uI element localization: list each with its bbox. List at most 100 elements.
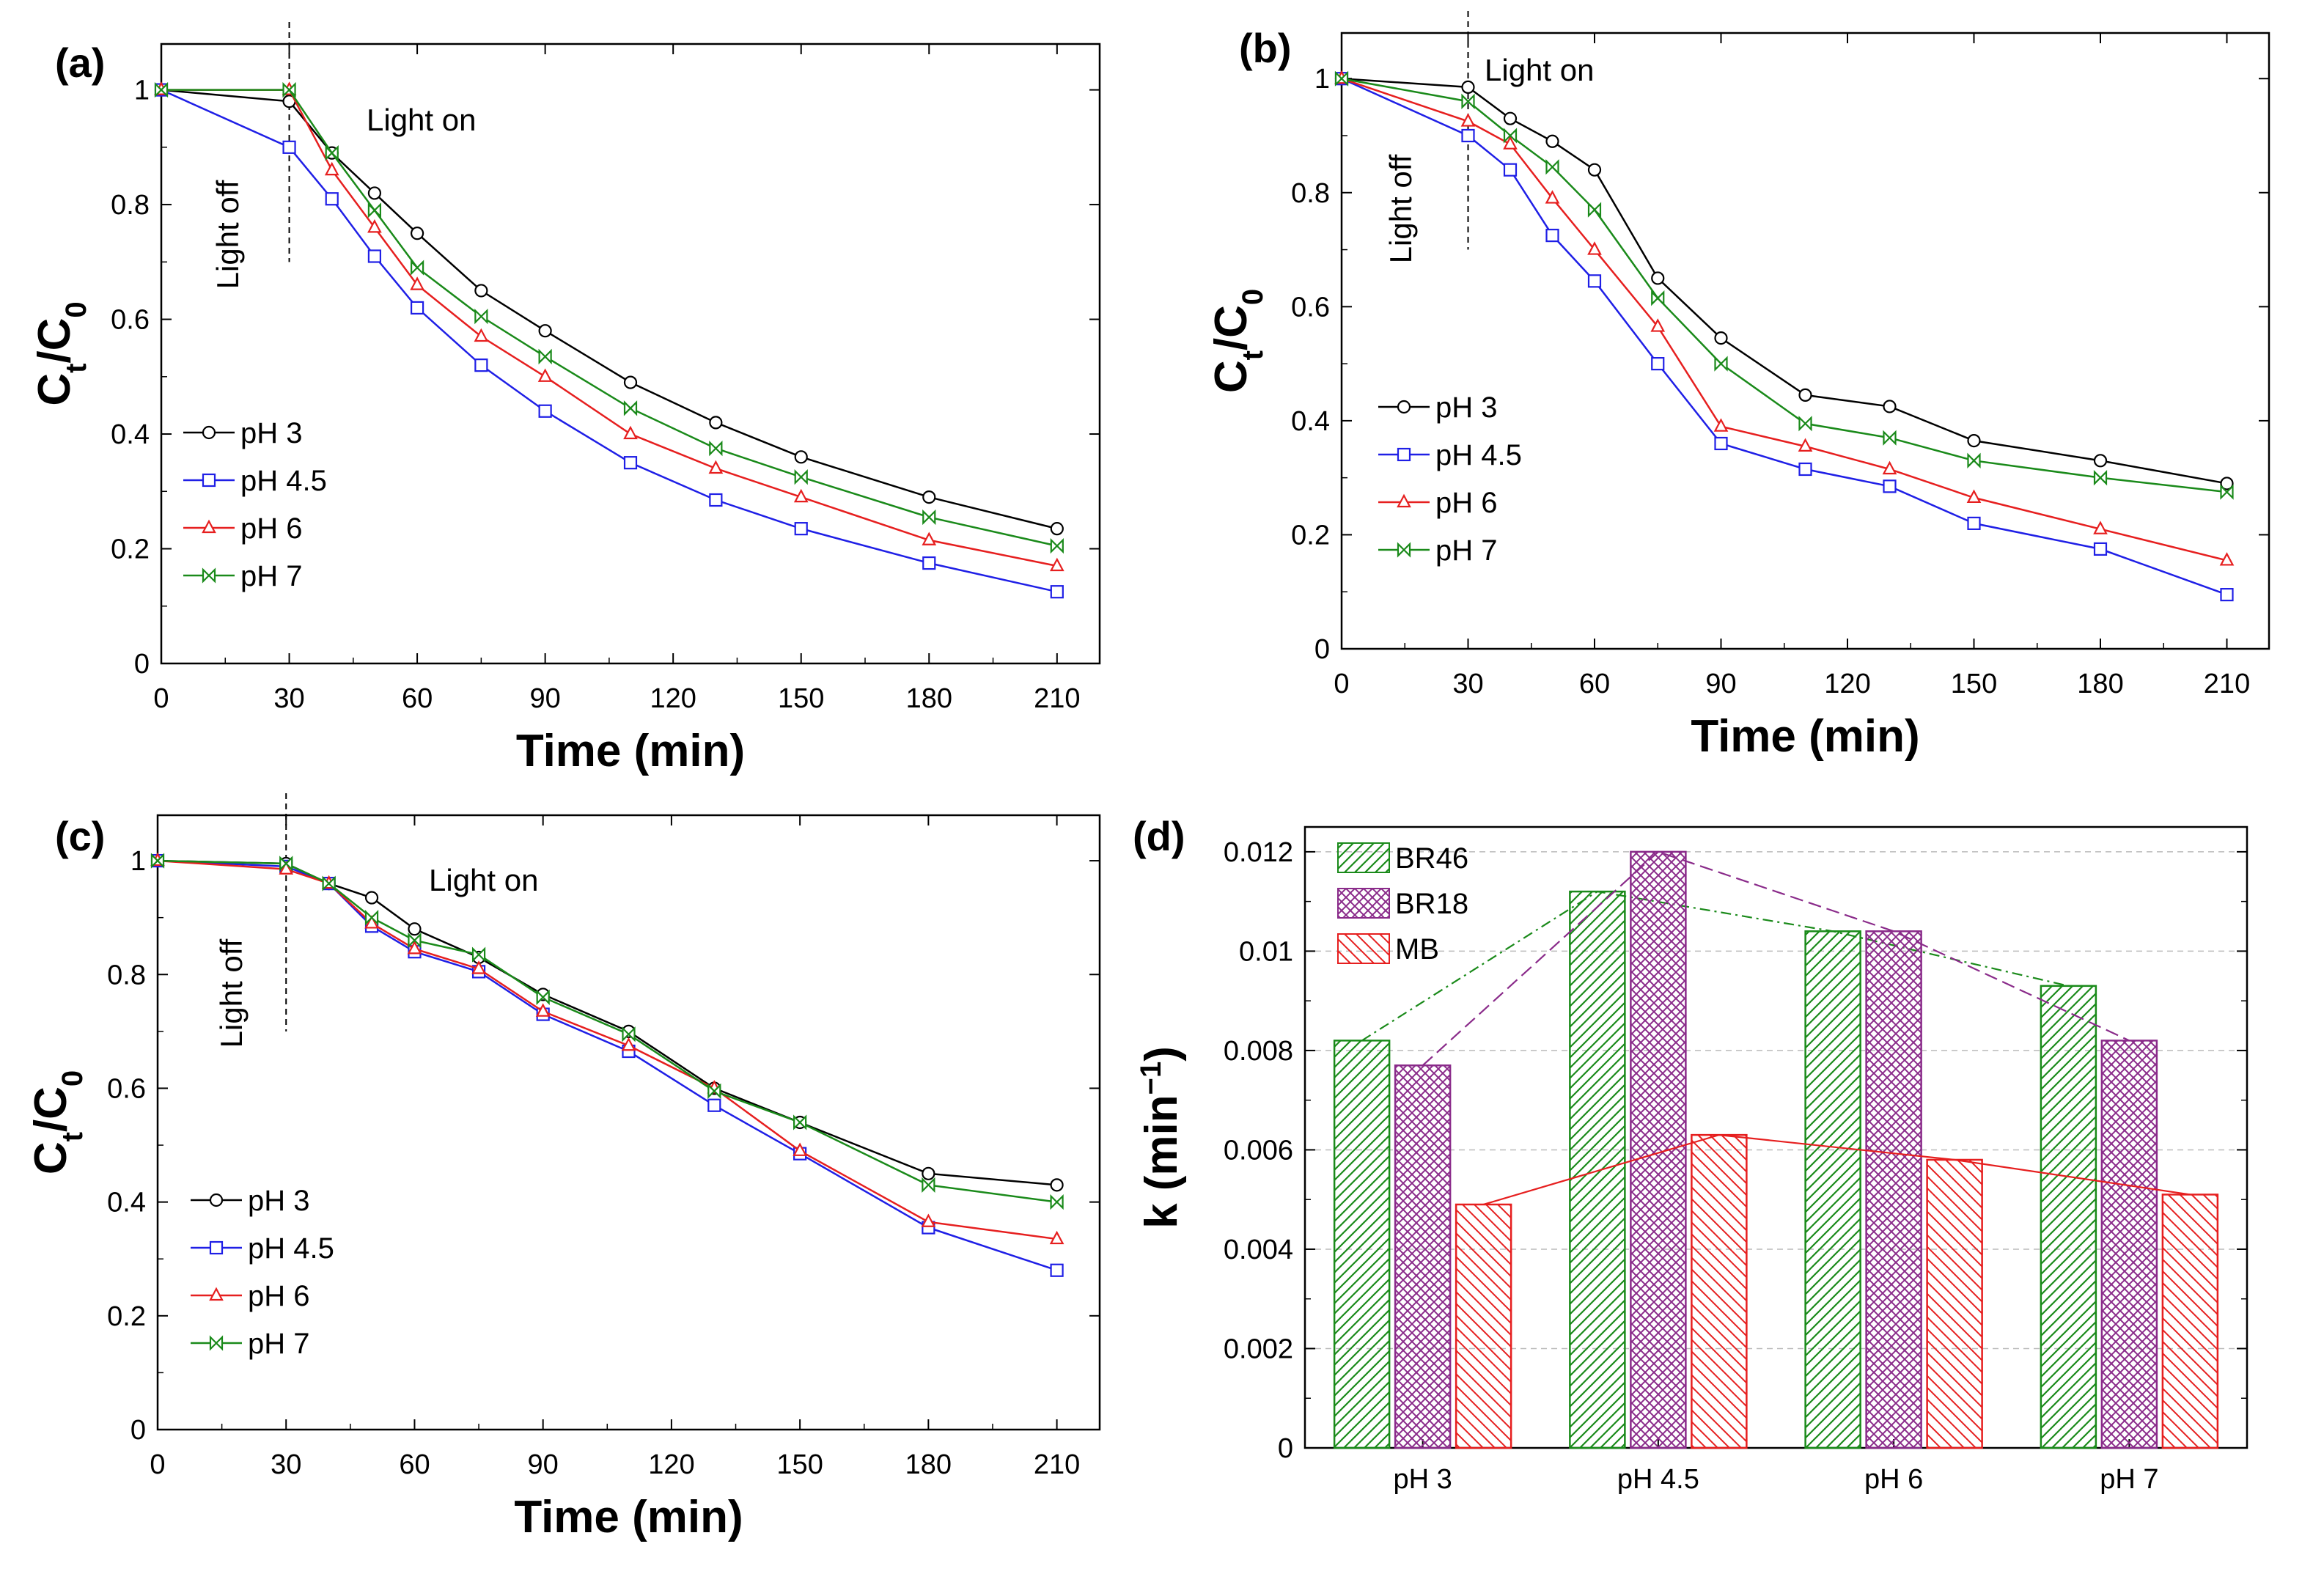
plot-frame	[156, 814, 1101, 1431]
x-tick-label: 180	[2077, 669, 2123, 699]
data-point	[474, 308, 488, 325]
legend-item: pH 4.5	[191, 1232, 334, 1265]
data-point	[709, 440, 723, 457]
series-line	[161, 89, 1058, 593]
data-point	[922, 1166, 935, 1180]
data-point	[1050, 1263, 1064, 1277]
y-tick-label: 0	[1314, 634, 1330, 665]
series-BR46	[1333, 890, 2097, 1449]
x-tick-label: 90	[1705, 669, 1736, 699]
x-tick-label: 120	[650, 683, 696, 714]
legend-label: pH 6	[240, 512, 303, 545]
data-point	[1461, 80, 1475, 94]
data-point	[922, 556, 936, 570]
data-point	[410, 227, 424, 240]
series-pH-7	[1334, 70, 2234, 500]
data-point	[793, 1114, 807, 1130]
data-point	[922, 509, 936, 526]
x-tick-label: pH 7	[2100, 1464, 2158, 1495]
data-point	[1334, 70, 1349, 87]
x-tick-label: pH 3	[1393, 1464, 1452, 1495]
series-line	[1341, 77, 2227, 493]
trend-line	[1422, 850, 2130, 1067]
legend-swatch	[1337, 842, 1390, 873]
legend-label: pH 7	[1435, 534, 1498, 567]
legend-item: BR18	[1337, 888, 1468, 920]
data-point	[1651, 290, 1665, 306]
plot-frame	[160, 43, 1101, 665]
data-point	[282, 81, 296, 98]
series-line	[161, 89, 1058, 567]
data-point	[1798, 438, 1813, 452]
data-point	[922, 532, 937, 545]
series-pH-7	[154, 81, 1064, 554]
y-tick-label: 1	[134, 76, 150, 106]
plot-frame	[1340, 32, 2270, 650]
data-point	[1587, 163, 1602, 177]
data-point	[367, 202, 382, 218]
data-point	[209, 1287, 224, 1301]
series-pH-6	[1334, 70, 2235, 566]
data-point	[408, 922, 422, 936]
data-point	[1503, 163, 1518, 177]
panel-label: (c)	[55, 813, 105, 859]
legend-item: pH 6	[1378, 487, 1498, 519]
data-point	[709, 493, 723, 507]
data-point	[2093, 470, 2108, 486]
y-tick-label: 0.2	[1291, 520, 1330, 551]
data-point	[1882, 460, 1897, 475]
series-line	[1341, 78, 2227, 562]
data-point	[1545, 229, 1559, 243]
data-point	[282, 140, 296, 154]
light-off-annotation: Light off	[210, 180, 245, 289]
data-point	[209, 1240, 224, 1255]
data-point	[325, 145, 339, 161]
data-point	[209, 1335, 224, 1351]
data-point	[1050, 1178, 1064, 1192]
data-point	[794, 450, 808, 464]
legend-item: pH 7	[191, 1328, 310, 1360]
data-point	[2219, 552, 2235, 566]
y-axis-label: Ct/C0	[1206, 289, 1269, 393]
y-tick-label: 0	[134, 649, 150, 680]
data-point	[1049, 557, 1064, 572]
panel-label: (a)	[55, 40, 105, 86]
legend-item: pH 4.5	[1378, 439, 1522, 471]
series-line	[1341, 78, 2227, 596]
x-tick-label: 150	[1951, 669, 1997, 699]
legend-label: BR46	[1395, 842, 1468, 875]
x-tick-label: 210	[1034, 683, 1080, 714]
data-point	[1460, 113, 1476, 127]
data-point	[1050, 522, 1064, 536]
x-axis-label: Time (min)	[514, 1492, 743, 1542]
data-point	[367, 219, 382, 233]
data-point	[1050, 585, 1064, 599]
data-point	[367, 186, 382, 200]
bar	[1394, 1064, 1452, 1449]
data-point	[202, 473, 216, 488]
data-point	[474, 328, 489, 342]
legend-label: pH 4.5	[248, 1232, 334, 1265]
series-line	[157, 859, 1057, 1186]
bar	[2161, 1194, 2219, 1449]
legend-label: pH 6	[248, 1280, 310, 1312]
data-point	[410, 301, 424, 315]
data-point	[622, 1026, 636, 1042]
panel-b: 0 30 60 90 120 150 180 210 0 0.2 0.4 0.6 0.8 1 Light o…	[1206, 11, 2270, 762]
data-point	[1883, 400, 1897, 413]
series-line	[161, 89, 1058, 547]
series-pH-4_5	[154, 83, 1064, 599]
x-tick-label: 180	[905, 1449, 952, 1480]
data-point	[1587, 241, 1602, 255]
bar	[1569, 890, 1626, 1449]
panel-d: 0 0.002 0.004 0.006 0.008 0.01 0.012 pH 3 pH 4.5…	[1133, 813, 2248, 1495]
data-point	[474, 358, 488, 372]
data-point	[1049, 1230, 1064, 1245]
data-point	[794, 469, 808, 485]
panel-label: (b)	[1239, 25, 1292, 71]
data-point	[1050, 1194, 1064, 1210]
x-tick-label: 210	[2204, 669, 2250, 699]
data-point	[1966, 489, 1982, 503]
data-point	[408, 933, 422, 949]
